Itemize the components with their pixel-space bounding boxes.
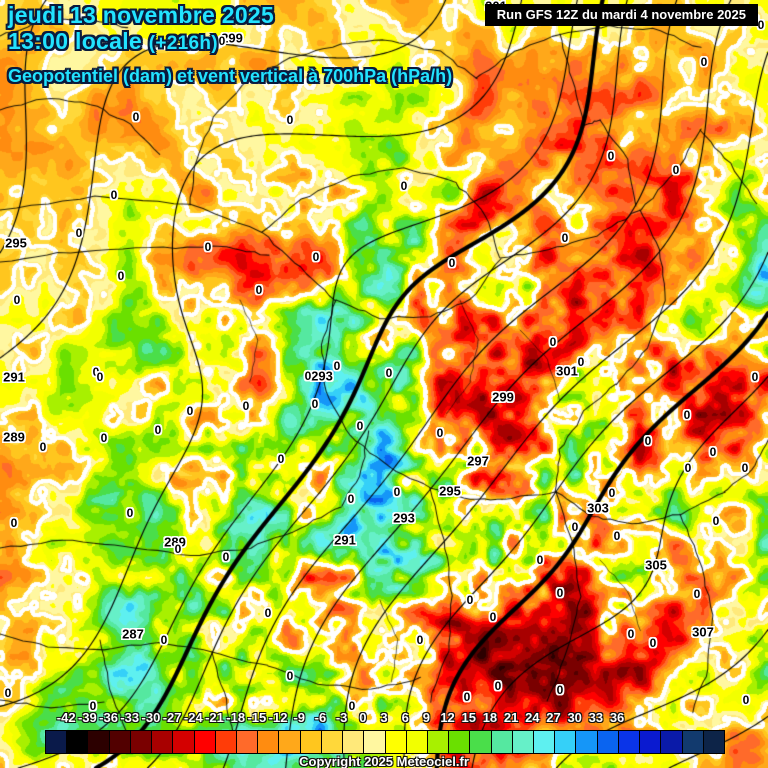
color-scale-bar xyxy=(45,730,725,754)
color-scale-tick: 6 xyxy=(401,710,409,725)
color-scale-tick: -18 xyxy=(226,710,246,725)
color-scale-tick: -30 xyxy=(141,710,161,725)
color-scale-tick: 15 xyxy=(461,710,476,725)
color-scale-tick: -21 xyxy=(205,710,224,725)
color-scale-tick: -12 xyxy=(268,710,288,725)
color-scale-tick: -15 xyxy=(247,710,267,725)
color-scale-tick: -24 xyxy=(183,710,203,725)
color-swatch xyxy=(364,731,386,753)
color-swatch xyxy=(194,731,216,753)
color-swatch xyxy=(88,731,110,753)
color-swatch xyxy=(491,731,513,753)
color-scale-tick: 27 xyxy=(546,710,561,725)
color-swatch xyxy=(300,731,322,753)
color-swatch xyxy=(152,731,174,753)
color-swatch xyxy=(555,731,577,753)
color-scale-tick: 33 xyxy=(588,710,604,725)
color-scale-ticks: -42 -39 -36 -33 -30 -27 -24 -21 -18 -15 -12 -9 -6 -3 0… xyxy=(0,710,768,728)
color-scale-tick: -36 xyxy=(99,710,118,725)
color-scale-tick: -33 xyxy=(120,710,140,725)
color-swatch xyxy=(427,731,450,753)
color-swatch xyxy=(512,731,535,753)
color-swatch xyxy=(321,731,344,753)
color-scale: -42 -39 -36 -33 -30 -27 -24 -21 -18 -15 -12 -9 -6 -3 0… xyxy=(0,710,768,768)
color-scale-tick: -9 xyxy=(293,710,306,725)
color-scale-tick: 30 xyxy=(567,710,582,725)
color-scale-tick: -27 xyxy=(162,710,182,725)
color-swatch xyxy=(640,731,662,753)
model-run-badge: Run GFS 12Z du mardi 4 novembre 2025 xyxy=(484,4,758,26)
color-swatch xyxy=(130,731,153,753)
color-swatch xyxy=(703,731,724,753)
color-swatch xyxy=(682,731,704,753)
color-swatch xyxy=(385,731,407,753)
color-swatch xyxy=(258,731,280,753)
color-scale-tick: -3 xyxy=(335,710,348,725)
color-swatch xyxy=(173,731,195,753)
color-swatch xyxy=(534,731,556,753)
color-scale-tick: 9 xyxy=(422,710,430,725)
color-swatch xyxy=(576,731,598,753)
color-scale-tick: 18 xyxy=(482,710,498,725)
color-swatch xyxy=(215,731,237,753)
color-swatch xyxy=(46,731,68,753)
color-scale-tick: -42 xyxy=(56,710,76,725)
color-swatch xyxy=(236,731,259,753)
color-swatch xyxy=(618,731,641,753)
color-scale-tick: 21 xyxy=(503,710,519,725)
color-swatch xyxy=(406,731,428,753)
color-swatch xyxy=(109,731,131,753)
color-scale-tick: -39 xyxy=(77,710,97,725)
color-swatch xyxy=(67,731,89,753)
color-swatch xyxy=(597,731,619,753)
color-scale-tick: 3 xyxy=(380,710,388,725)
color-swatch xyxy=(343,731,365,753)
copyright-notice: Copyright 2025 Meteociel.fr xyxy=(299,754,469,768)
color-swatch xyxy=(661,731,683,753)
color-scale-tick: 36 xyxy=(609,710,625,725)
color-scale-tick: 24 xyxy=(525,710,540,725)
color-scale-tick: -6 xyxy=(314,710,327,725)
color-swatch xyxy=(449,731,471,753)
color-swatch xyxy=(279,731,301,753)
color-swatch xyxy=(470,731,492,753)
color-scale-tick: 12 xyxy=(440,710,455,725)
color-scale-tick: 0 xyxy=(359,710,367,725)
